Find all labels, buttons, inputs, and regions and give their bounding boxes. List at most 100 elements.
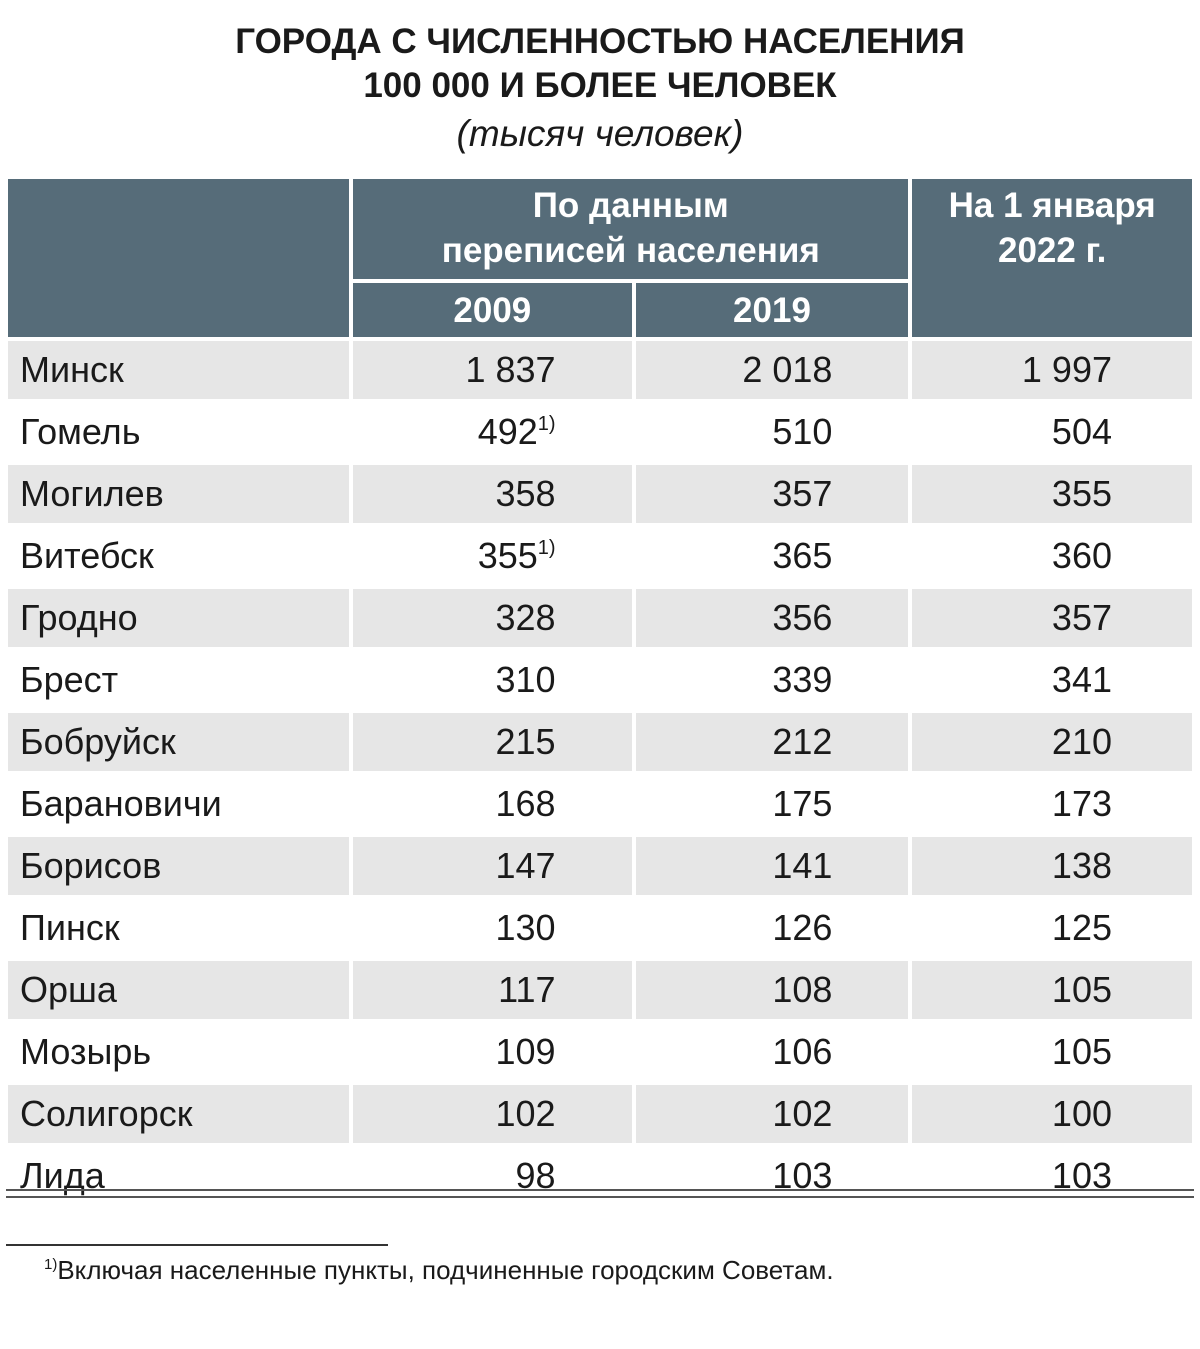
- header-census-line-2: переписей населения: [441, 231, 820, 270]
- header-current-line-1: На 1 января: [948, 186, 1156, 225]
- value-2019-cell-value: 141: [772, 845, 833, 886]
- value-2009-cell: 215: [351, 709, 636, 773]
- footnote-separator: [6, 1244, 388, 1246]
- value-2019-cell-value: 365: [772, 535, 833, 576]
- table-row: Солигорск 102 102 100: [8, 1081, 1192, 1145]
- value-2022-cell-value: 105: [1051, 1031, 1112, 1072]
- value-2019-cell-value: 175: [772, 783, 833, 824]
- value-2022-cell-value: 360: [1051, 535, 1112, 576]
- city-name-cell: Солигорск: [8, 1081, 354, 1145]
- header-census-line-1: По данным: [532, 186, 729, 225]
- city-name-cell-value: Витебск: [20, 535, 154, 576]
- table-row: Орша 117 108 105: [8, 957, 1192, 1021]
- value-2009-cell: 109: [351, 1019, 636, 1083]
- value-2022-cell-value: 355: [1051, 473, 1112, 514]
- page-title-line-2: 100 000 И БОЛЕЕ ЧЕЛОВЕК: [363, 66, 837, 105]
- value-2019-cell-value: 108: [772, 969, 833, 1010]
- table-row: Пинск 130 126 125: [8, 895, 1192, 959]
- value-2022-cell-value: 105: [1051, 969, 1112, 1010]
- value-2022-cell: 125: [910, 895, 1192, 959]
- footnote-mark: 1): [44, 1256, 58, 1273]
- table-row: Минск 1 837 2 018 1 997: [8, 337, 1192, 401]
- value-2019-cell: 126: [633, 895, 913, 959]
- table-bottom-rule: [6, 1189, 1194, 1191]
- city-name-cell-value: Брест: [20, 659, 119, 700]
- value-2022-cell: 357: [910, 585, 1192, 649]
- footnote: 1)Включая населенные пункты, подчиненные…: [44, 1252, 834, 1288]
- value-2009-cell-value: 310: [495, 659, 556, 700]
- table-row: Гродно 328 356 357: [8, 585, 1192, 649]
- city-name-cell-value: Минск: [20, 349, 124, 390]
- value-2022-cell: 105: [910, 1019, 1192, 1083]
- city-name-cell-value: Гродно: [20, 597, 138, 638]
- value-2009-cell: 147: [351, 833, 636, 897]
- header-current-year: На 1 января 2022 г.: [910, 179, 1192, 339]
- header-year-2019: 2019: [633, 281, 913, 339]
- population-table: По данным переписей населения На 1 январ…: [8, 179, 1192, 1205]
- value-2009-cell-value: 215: [495, 721, 556, 762]
- value-2009-cell-value: 102: [495, 1093, 556, 1134]
- value-2009-cell: 168: [351, 771, 636, 835]
- value-2019-cell-value: 357: [772, 473, 833, 514]
- table-bottom-rule-double: [6, 1196, 1194, 1198]
- city-name-cell: Орша: [8, 957, 354, 1021]
- header-year-2009: 2009: [351, 281, 636, 339]
- value-2022-cell: 504: [910, 399, 1192, 463]
- value-2009-cell: 117: [351, 957, 636, 1021]
- value-2022-cell: 138: [910, 833, 1192, 897]
- value-2022-cell-value: 100: [1051, 1093, 1112, 1134]
- value-2019-cell: 357: [633, 461, 913, 525]
- page-title-line-1: ГОРОДА С ЧИСЛЕННОСТЬЮ НАСЕЛЕНИЯ: [235, 22, 965, 61]
- city-name-cell: Гомель: [8, 399, 354, 463]
- header-current-line-2: 2022 г.: [998, 231, 1107, 270]
- value-2022-cell-value: 173: [1051, 783, 1112, 824]
- table-row: Барановичи 168 175 173: [8, 771, 1192, 835]
- value-2019-cell: 212: [633, 709, 913, 773]
- header-city-column: [8, 179, 354, 339]
- value-2009-cell: 102: [351, 1081, 636, 1145]
- table-row: Могилев 358 357 355: [8, 461, 1192, 525]
- table-row: Мозырь 109 106 105: [8, 1019, 1192, 1083]
- value-2022-cell: 173: [910, 771, 1192, 835]
- value-2022-cell: 210: [910, 709, 1192, 773]
- value-2022-cell: 360: [910, 523, 1192, 587]
- table-row: Бобруйск 215 212 210: [8, 709, 1192, 773]
- city-name-cell: Брест: [8, 647, 354, 711]
- value-2019-cell-value: 212: [772, 721, 833, 762]
- value-2019-cell-value: 339: [772, 659, 833, 700]
- value-2009-cell-value: 355: [477, 535, 538, 576]
- value-2022-cell-value: 125: [1051, 907, 1112, 948]
- city-name-cell: Минск: [8, 337, 354, 401]
- value-2019-cell: 365: [633, 523, 913, 587]
- value-2009-cell-value: 147: [495, 845, 556, 886]
- value-2019-cell-value: 102: [772, 1093, 833, 1134]
- value-2019-cell: 103: [633, 1143, 913, 1205]
- value-2009-cell: 1 837: [351, 337, 636, 401]
- value-2009-cell-value: 492: [477, 411, 538, 452]
- value-2009-cell: 328: [351, 585, 636, 649]
- value-2019-cell-value: 126: [772, 907, 833, 948]
- footnote-ref: 1): [537, 413, 556, 435]
- city-name-cell: Витебск: [8, 523, 354, 587]
- value-2009-cell-value: 328: [495, 597, 556, 638]
- value-2009-cell-value: 117: [498, 969, 556, 1010]
- value-2022-cell: 1 997: [910, 337, 1192, 401]
- city-name-cell-value: Могилев: [20, 473, 164, 514]
- value-2009-cell: 4921): [351, 399, 636, 463]
- table-row: Витебск 3551) 365 360: [8, 523, 1192, 587]
- value-2019-cell: 106: [633, 1019, 913, 1083]
- value-2022-cell-value: 210: [1051, 721, 1112, 762]
- city-name-cell-value: Солигорск: [20, 1093, 193, 1134]
- city-name-cell-value: Мозырь: [20, 1031, 152, 1072]
- value-2022-cell: 100: [910, 1081, 1192, 1145]
- value-2022-cell-value: 1 997: [1021, 349, 1112, 390]
- value-2009-cell-value: 358: [495, 473, 556, 514]
- city-name-cell-value: Барановичи: [20, 783, 222, 824]
- page-subtitle-unit: (тысяч человек): [456, 113, 744, 154]
- value-2019-cell-value: 510: [772, 411, 833, 452]
- value-2009-cell: 3551): [351, 523, 636, 587]
- value-2009-cell-value: 109: [495, 1031, 556, 1072]
- value-2009-cell-value: 168: [495, 783, 556, 824]
- value-2019-cell: 2 018: [633, 337, 913, 401]
- city-name-cell-value: Пинск: [20, 907, 120, 948]
